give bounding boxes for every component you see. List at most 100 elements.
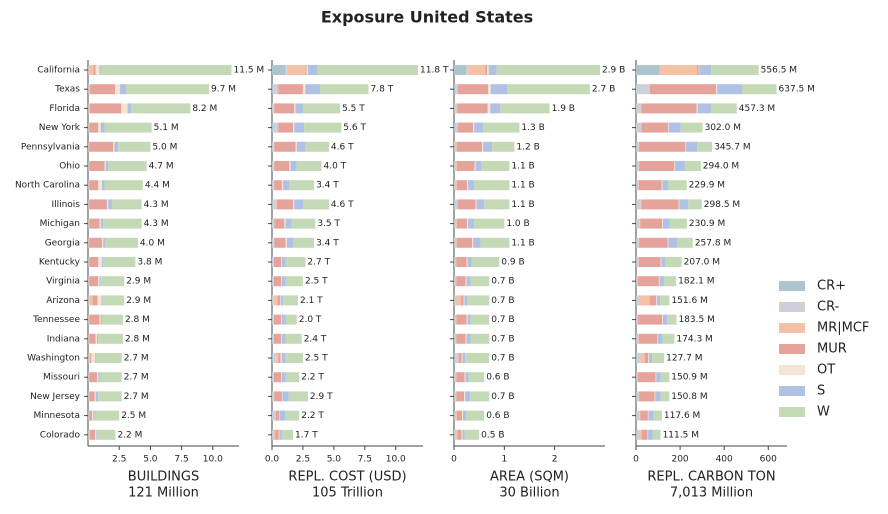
bar-segment — [679, 199, 680, 209]
value-label: 7.8 T — [371, 85, 394, 95]
bar-segment — [274, 238, 285, 248]
bar-segment — [274, 391, 275, 401]
legend-label: OT — [817, 363, 835, 378]
bar-segment — [455, 161, 457, 171]
bar-segment — [282, 180, 283, 190]
bar-segment — [320, 84, 368, 94]
bar-segment — [466, 276, 467, 286]
bar-segment — [645, 353, 648, 363]
value-label: 1.1 B — [511, 181, 534, 191]
bar-segment — [659, 276, 660, 286]
bar-segment — [272, 353, 273, 363]
x-tick-label: 600 — [760, 455, 777, 465]
bar-segment — [89, 199, 106, 209]
bar-segment — [458, 123, 473, 133]
bar-segment — [456, 372, 457, 382]
y-tick-label: Colorado — [40, 430, 81, 440]
bar-segment — [89, 103, 90, 113]
bar-segment — [272, 180, 273, 190]
bar-segment — [287, 65, 306, 75]
x-tick-label: 10.0 — [386, 455, 406, 465]
bar-segment — [667, 315, 676, 325]
bar-segment — [652, 353, 664, 363]
bar-segment — [466, 334, 467, 344]
value-label: 294.0 M — [703, 162, 739, 172]
bar-segment — [92, 411, 93, 421]
bar-segment — [280, 411, 285, 421]
bar-segment — [286, 353, 303, 363]
bar-segment — [89, 161, 90, 171]
bar-segment — [99, 65, 100, 75]
bar-segment — [638, 276, 659, 286]
bar-segment — [697, 103, 698, 113]
bar-segment — [88, 334, 89, 344]
bar-segment — [471, 315, 490, 325]
bar-segment — [497, 65, 600, 75]
y-tick-label: New York — [39, 123, 81, 133]
bar-segment — [468, 315, 471, 325]
x-axis-label: REPL. COST (USD) — [288, 470, 406, 485]
bar-segment — [456, 391, 457, 401]
bar-segment — [89, 334, 90, 344]
bar-segment — [97, 334, 98, 344]
bar-segment — [90, 430, 95, 440]
bar-segment — [639, 142, 685, 152]
bar-segment — [455, 180, 457, 190]
bar-segment — [465, 372, 466, 382]
value-label: 2.9 B — [602, 66, 625, 76]
bar-segment — [274, 142, 275, 152]
bar-segment — [281, 334, 282, 344]
bar-segment — [89, 276, 90, 286]
value-label: 183.5 M — [678, 315, 714, 325]
bar-segment — [283, 295, 298, 305]
bar-segment — [461, 295, 464, 305]
bar-segment — [281, 353, 282, 363]
bar-segment — [97, 372, 98, 382]
x-tick-label: 7.5 — [358, 455, 372, 465]
bar-segment — [455, 84, 458, 94]
bar-segment — [89, 142, 90, 152]
bar-segment — [88, 353, 89, 363]
value-label: 4.4 M — [145, 181, 170, 191]
bar-segment — [93, 411, 94, 421]
bar-segment — [471, 276, 490, 286]
bar-segment — [307, 65, 308, 75]
x-axis-label: AREA (SQM) — [490, 470, 569, 485]
value-label: 2.2 T — [301, 373, 324, 383]
bar-segment — [636, 372, 637, 382]
x-axis-sublabel: 121 Million — [128, 486, 199, 501]
value-label: 4.0 T — [324, 162, 347, 172]
bar-segment — [289, 180, 314, 190]
bar-segment — [294, 123, 304, 133]
bar-segment — [455, 411, 457, 421]
bar-segment — [664, 276, 676, 286]
bar-segment — [103, 295, 125, 305]
bar-segment — [662, 334, 674, 344]
bar-segment — [662, 180, 663, 190]
bar-segment — [462, 430, 463, 440]
bar-segment — [272, 411, 273, 421]
bar-segment — [93, 65, 95, 75]
bar-segment — [454, 199, 455, 209]
value-label: 9.7 M — [211, 85, 236, 95]
bar-segment — [296, 142, 297, 152]
bar-segment — [639, 391, 654, 401]
bar-segment — [465, 353, 489, 363]
bar-segment — [466, 372, 469, 382]
bar-segment — [492, 142, 514, 152]
bar-segment — [636, 84, 637, 94]
bar-segment — [308, 65, 318, 75]
bar-segment — [293, 238, 314, 248]
bar-segment — [131, 103, 190, 113]
bar-segment — [471, 334, 490, 344]
value-label: 4.3 M — [144, 200, 169, 210]
bar-segment — [636, 103, 637, 113]
value-label: 2.7 B — [592, 85, 615, 95]
bar-segment — [275, 430, 279, 440]
y-tick-label: Ohio — [59, 162, 80, 172]
bar-segment — [273, 411, 275, 421]
bar-segment — [112, 199, 142, 209]
bar-segment — [685, 142, 686, 152]
bar-segment — [474, 219, 504, 229]
bar-segment — [281, 372, 282, 382]
